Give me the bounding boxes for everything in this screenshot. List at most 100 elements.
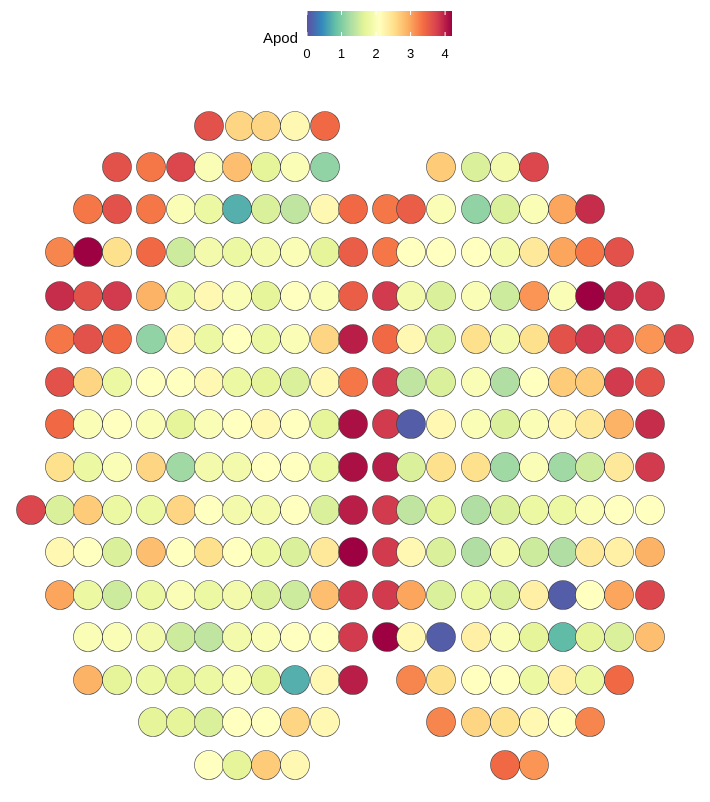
spot <box>251 409 281 439</box>
spot <box>461 452 491 482</box>
spot <box>45 409 75 439</box>
spot <box>548 324 578 354</box>
spot <box>338 281 368 311</box>
spot <box>519 537 549 567</box>
spot <box>136 622 166 652</box>
spot <box>338 665 368 695</box>
spot <box>310 452 340 482</box>
spot <box>166 707 196 737</box>
spot <box>519 324 549 354</box>
spot <box>194 622 224 652</box>
spot <box>166 237 196 267</box>
spot <box>280 707 310 737</box>
spot <box>73 409 103 439</box>
spot <box>490 580 520 610</box>
spot <box>396 622 426 652</box>
spot <box>575 452 605 482</box>
spot <box>426 152 456 182</box>
spot <box>280 281 310 311</box>
spot <box>396 537 426 567</box>
spot <box>490 409 520 439</box>
spot <box>222 495 252 525</box>
spot <box>490 194 520 224</box>
spot <box>251 111 281 141</box>
spot <box>310 580 340 610</box>
spot <box>73 194 103 224</box>
spot <box>635 452 665 482</box>
spot <box>251 367 281 397</box>
spot <box>575 707 605 737</box>
spot <box>490 324 520 354</box>
spot <box>461 237 491 267</box>
spot <box>166 152 196 182</box>
spot <box>251 622 281 652</box>
spot <box>138 707 168 737</box>
spot <box>310 495 340 525</box>
spot <box>222 750 252 780</box>
spot <box>461 537 491 567</box>
spot <box>426 495 456 525</box>
spot <box>166 495 196 525</box>
spot <box>490 152 520 182</box>
spot <box>102 580 132 610</box>
spot <box>73 237 103 267</box>
spot <box>310 537 340 567</box>
spot <box>519 281 549 311</box>
spot <box>102 537 132 567</box>
spot <box>548 707 578 737</box>
spot <box>251 495 281 525</box>
spot <box>548 194 578 224</box>
spot <box>490 452 520 482</box>
spot <box>136 194 166 224</box>
spot <box>102 194 132 224</box>
spot <box>338 237 368 267</box>
spot <box>519 495 549 525</box>
spot <box>222 707 252 737</box>
spot <box>604 367 634 397</box>
spot <box>251 281 281 311</box>
spot <box>222 409 252 439</box>
spot <box>461 324 491 354</box>
legend-tick-label: 2 <box>372 46 379 61</box>
spot <box>280 452 310 482</box>
spot <box>635 281 665 311</box>
spot <box>490 281 520 311</box>
spot <box>548 665 578 695</box>
spot <box>251 750 281 780</box>
spot <box>548 495 578 525</box>
spot <box>548 409 578 439</box>
spot <box>461 281 491 311</box>
spot <box>490 237 520 267</box>
spot <box>575 495 605 525</box>
spot <box>251 194 281 224</box>
spot <box>548 537 578 567</box>
spot <box>280 152 310 182</box>
spot <box>136 537 166 567</box>
spot <box>604 237 634 267</box>
spot <box>548 281 578 311</box>
spot <box>338 622 368 652</box>
spot <box>338 452 368 482</box>
spot <box>194 452 224 482</box>
spot <box>519 707 549 737</box>
spot <box>194 281 224 311</box>
spot <box>426 194 456 224</box>
spot <box>222 281 252 311</box>
spot <box>396 367 426 397</box>
spot <box>280 111 310 141</box>
spot <box>461 409 491 439</box>
spot <box>575 194 605 224</box>
spot <box>280 409 310 439</box>
spot <box>280 194 310 224</box>
spot <box>280 537 310 567</box>
spot <box>310 152 340 182</box>
spot <box>396 409 426 439</box>
spot <box>166 281 196 311</box>
spot <box>461 152 491 182</box>
spot <box>102 152 132 182</box>
spot <box>519 750 549 780</box>
spot <box>194 707 224 737</box>
spot <box>490 622 520 652</box>
spot <box>102 622 132 652</box>
spot <box>519 580 549 610</box>
